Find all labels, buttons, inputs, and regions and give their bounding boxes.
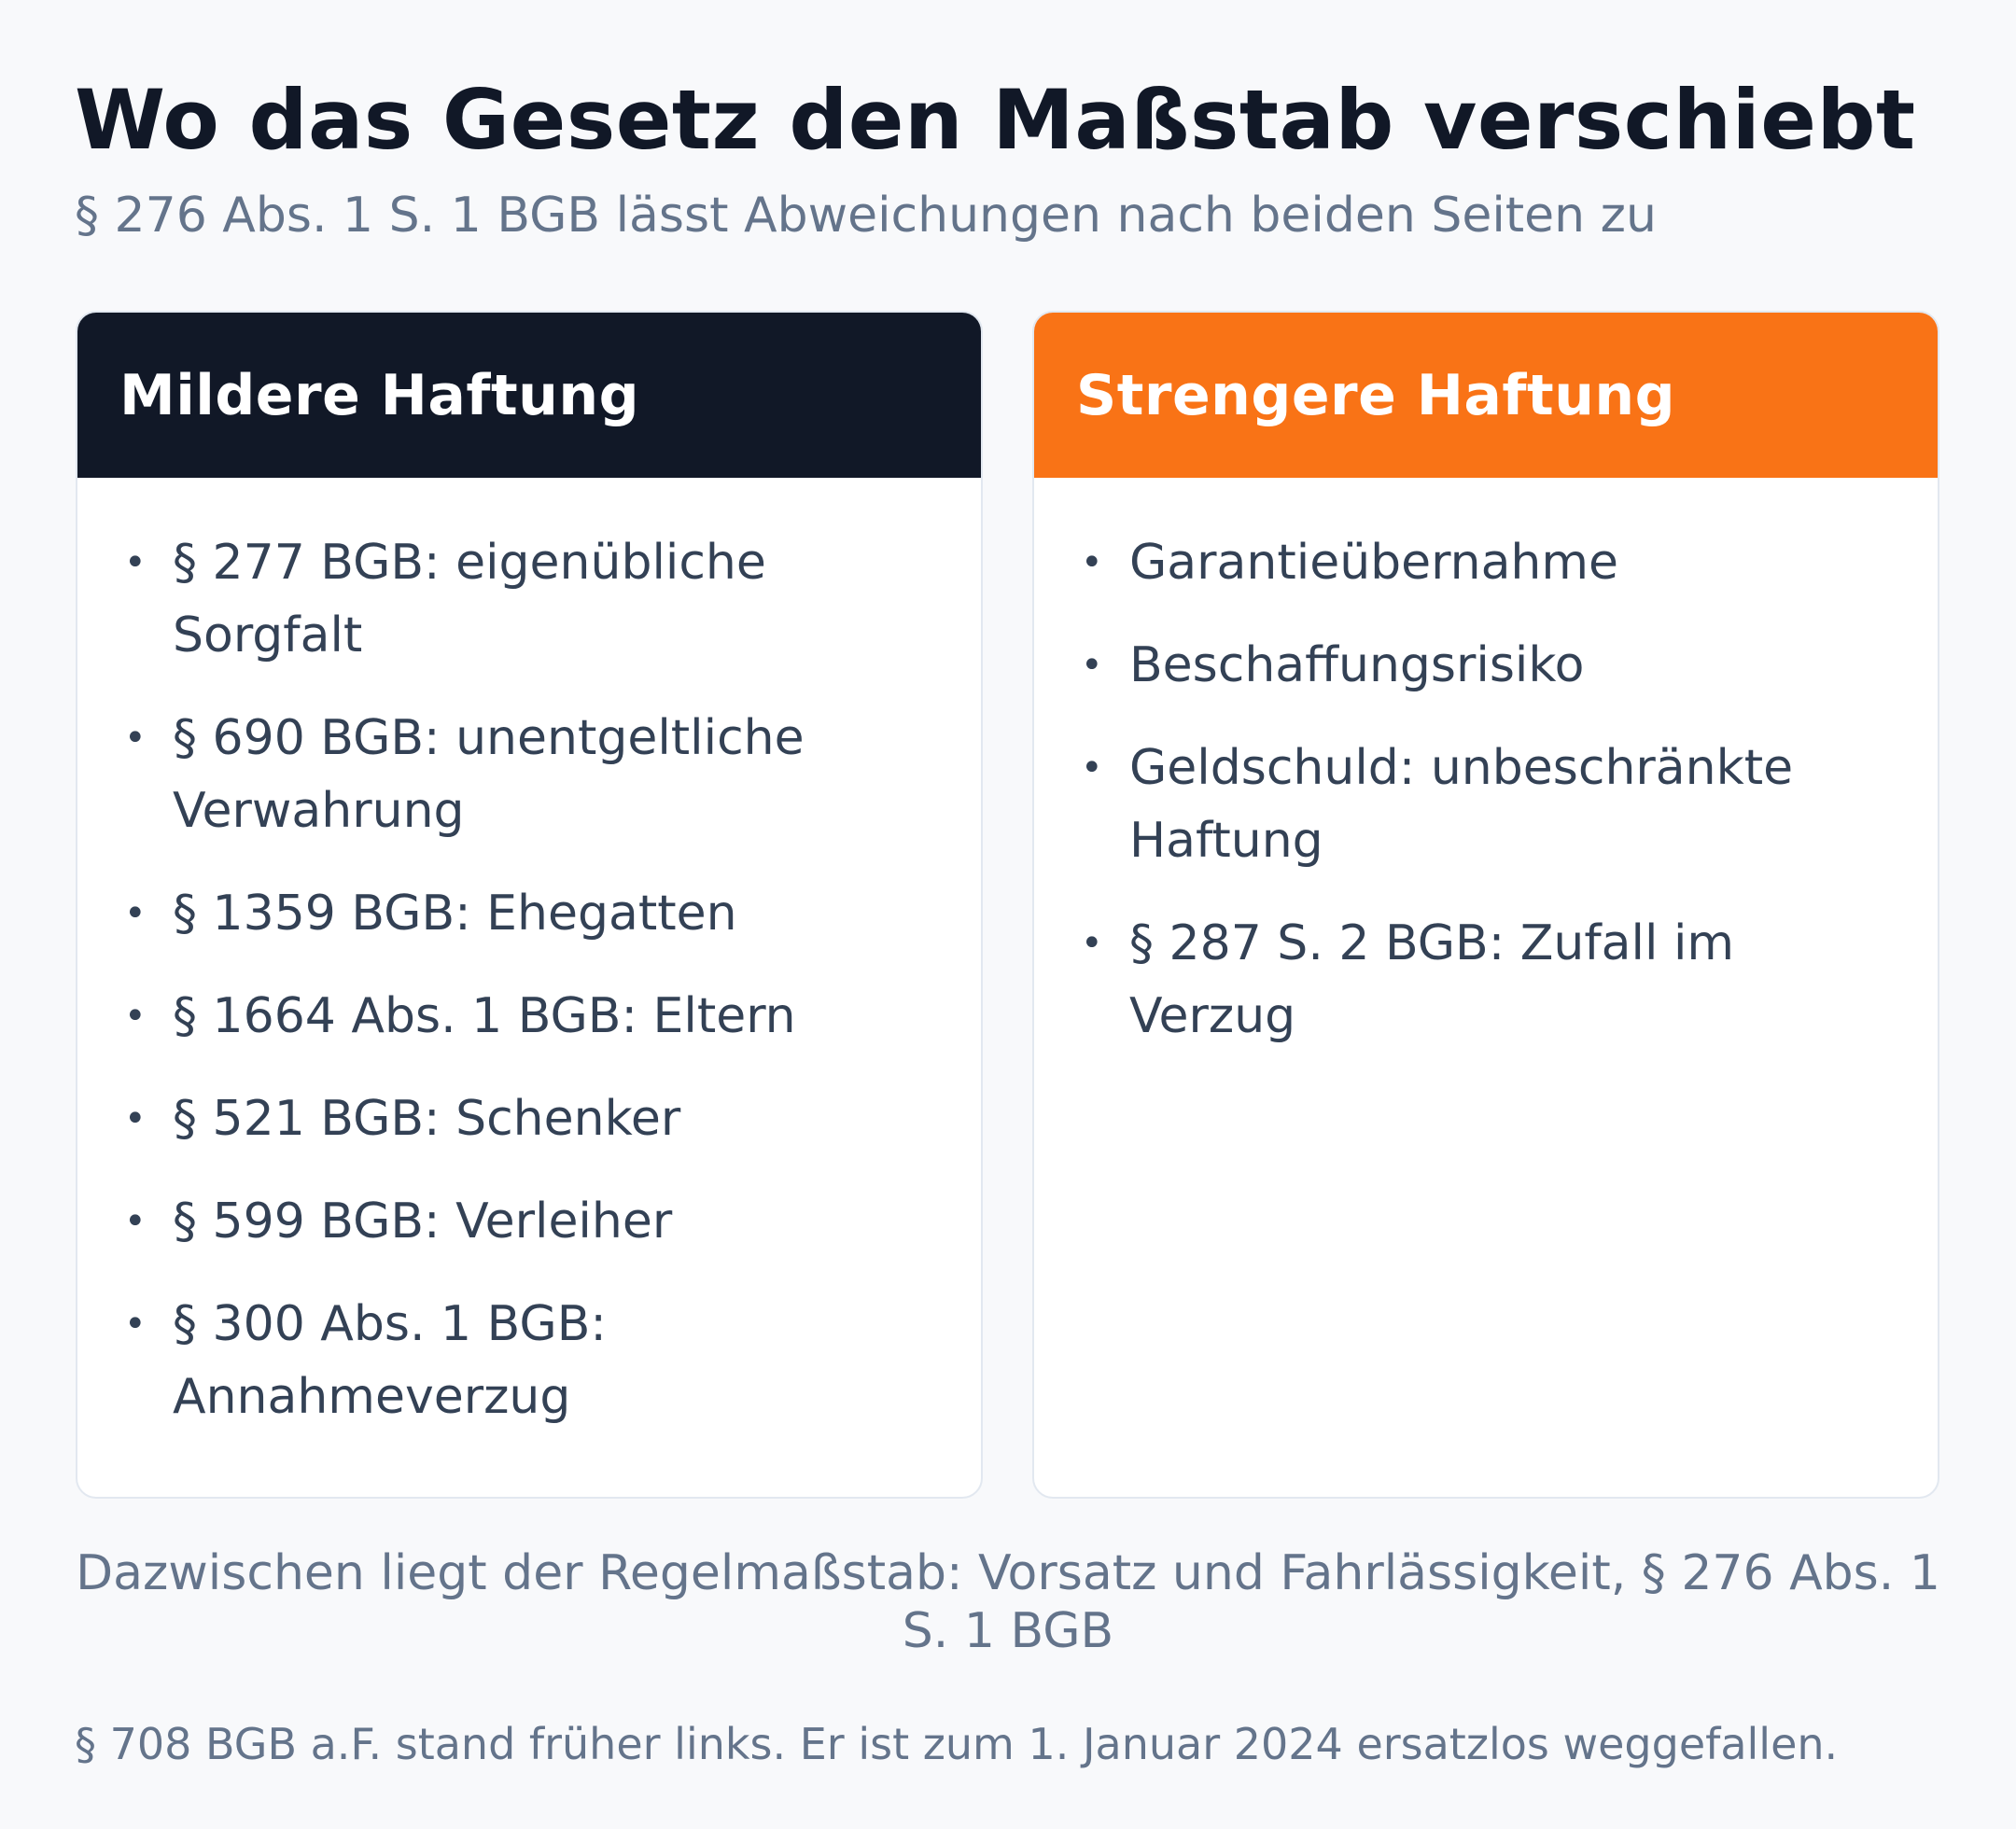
milder-liability-card: Mildere Haftung • § 277 BGB: eigenübliche… (76, 311, 983, 1499)
list-item: • § 690 BGB: unentgeltliche Verwahrung (124, 702, 944, 847)
list-item-text: § 287 S. 2 BGB: Zufall im Verzug (1129, 915, 1735, 1044)
list-item: • § 1664 Abs. 1 BGB: Eltern (124, 980, 944, 1053)
list-item-text: § 1664 Abs. 1 BGB: Eltern (173, 988, 796, 1044)
bullet-icon: • (124, 717, 147, 760)
bullet-icon: • (124, 1097, 147, 1140)
stricter-liability-heading: Strengere Haftung (1034, 313, 1938, 478)
list-item: • § 277 BGB: eigenübliche Sorgfalt (124, 526, 944, 672)
list-item: • § 1359 BGB: Ehegatten (124, 877, 944, 950)
list-item: • § 599 BGB: Verleiher (124, 1185, 944, 1258)
list-item-text: § 277 BGB: eigenübliche Sorgfalt (173, 535, 766, 663)
bullet-icon: • (1081, 541, 1103, 584)
page-subtitle: § 276 Abs. 1 S. 1 BGB lässt Abweichungen… (75, 188, 1657, 244)
bullet-icon: • (124, 541, 147, 584)
page-title: Wo das Gesetz den Maßstab verschiebt (75, 72, 1916, 168)
list-item: • Garantieübernahme (1081, 526, 1900, 599)
list-item-text: § 300 Abs. 1 BGB: Annahmeverzug (173, 1296, 607, 1425)
bullet-icon: • (124, 995, 147, 1038)
bullet-icon: • (1081, 644, 1103, 687)
list-item: • § 521 BGB: Schenker (124, 1082, 944, 1155)
list-item-text: § 599 BGB: Verleiher (173, 1194, 673, 1250)
milder-liability-list: • § 277 BGB: eigenübliche Sorgfalt • § 690… (124, 526, 944, 1433)
milder-liability-body: • § 277 BGB: eigenübliche Sorgfalt • § 690… (77, 478, 981, 1433)
bullet-icon: • (1081, 922, 1103, 965)
bullet-icon: • (124, 1303, 147, 1346)
list-item-text: § 1359 BGB: Ehegatten (173, 886, 737, 942)
list-item-text: Beschaffungsrisiko (1129, 637, 1585, 693)
stricter-liability-list: • Garantieübernahme • Beschaffungsrisiko •… (1081, 526, 1900, 1053)
list-item: • § 287 S. 2 BGB: Zufall im Verzug (1081, 907, 1900, 1053)
stricter-liability-body: • Garantieübernahme • Beschaffungsrisiko •… (1034, 478, 1938, 1053)
list-item: • Beschaffungsrisiko (1081, 629, 1900, 702)
list-item-text: § 521 BGB: Schenker (173, 1091, 681, 1147)
milder-liability-heading: Mildere Haftung (77, 313, 981, 478)
bullet-icon: • (124, 1200, 147, 1243)
list-item-text: § 690 BGB: unentgeltliche Verwahrung (173, 710, 805, 839)
list-item-text: Geldschuld: unbeschränkte Haftung (1129, 740, 1794, 869)
footnote: § 708 BGB a.F. stand früher links. Er is… (75, 1719, 1839, 1769)
list-item: • § 300 Abs. 1 BGB: Annahmeverzug (124, 1288, 944, 1433)
bullet-icon: • (124, 892, 147, 935)
standard-of-care-note: Dazwischen liegt der Regelmaßstab: Vorsa… (76, 1545, 1940, 1659)
stricter-liability-card: Strengere Haftung • Garantieübernahme • Be… (1032, 311, 1939, 1499)
list-item: • Geldschuld: unbeschränkte Haftung (1081, 732, 1900, 877)
list-item-text: Garantieübernahme (1129, 535, 1619, 591)
bullet-icon: • (1081, 747, 1103, 789)
